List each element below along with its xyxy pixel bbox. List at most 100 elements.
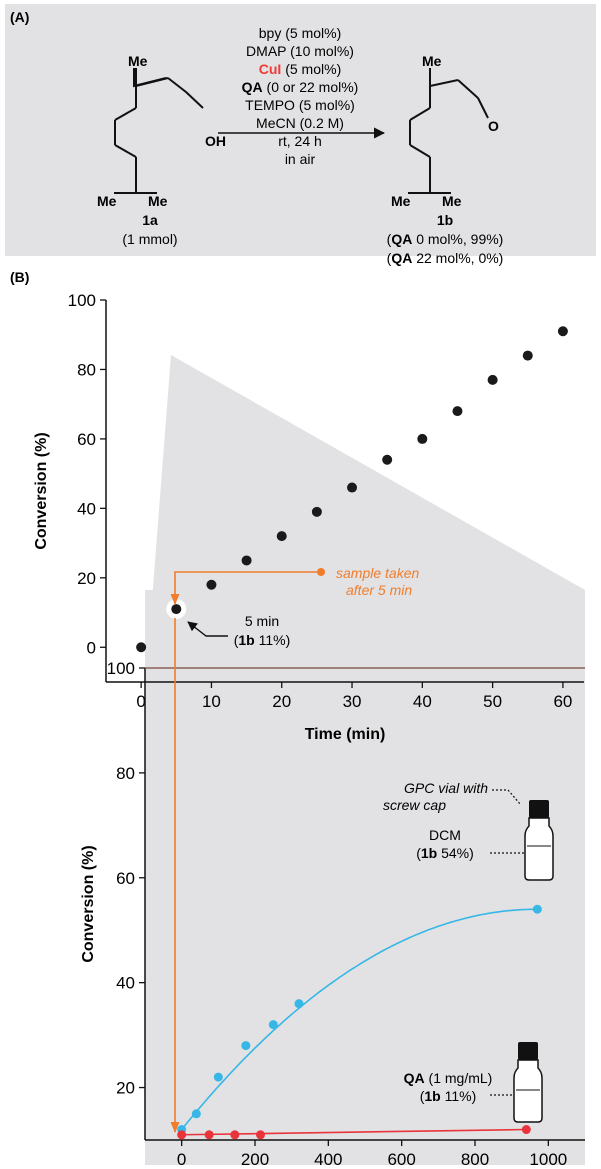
condition-line: in air — [285, 151, 316, 167]
data-point — [171, 604, 182, 615]
gpc-label-line1: GPC vial with — [404, 780, 488, 796]
data-point — [136, 642, 147, 653]
y-tick-label: 100 — [107, 659, 135, 678]
panel-a-label: (A) — [10, 9, 29, 25]
qa-label-text-part: QA — [404, 1070, 425, 1086]
x-tick-label: 0 — [136, 692, 145, 711]
y-tick-label: 80 — [116, 764, 135, 783]
sm-oh: OH — [205, 133, 226, 149]
product-yield-line-part: 0 mol%, 99%) — [412, 231, 503, 247]
prod-o: O — [488, 118, 499, 134]
dcm-yield-text-part: 1b — [421, 845, 437, 861]
y-axis-label: Conversion (%) — [33, 432, 50, 549]
x-tick-label: 20 — [272, 692, 291, 711]
vial-qa — [513, 1042, 543, 1123]
y-tick-label: 0 — [87, 638, 96, 657]
x-tick-label: 600 — [387, 1150, 415, 1169]
condition-line-part: bpy (5 mol%) — [259, 25, 341, 41]
data-point — [276, 531, 287, 542]
dcm-yield: (1b 54%) — [416, 845, 474, 861]
five-min-callout: 5 min (1b 11%) — [187, 613, 291, 648]
condition-line-part: CuI — [259, 61, 282, 77]
qa-yield-text-part: 1b — [424, 1088, 440, 1104]
zoom-funnel — [147, 355, 585, 665]
gpc-label-line2: screw cap — [383, 797, 446, 813]
dcm-point — [532, 904, 542, 914]
condition-line: TEMPO (5 mol%) — [245, 97, 355, 113]
panel-b-label: (B) — [10, 269, 29, 285]
data-point — [241, 555, 252, 566]
qa-label-text-part: (1 mg/mL) — [425, 1070, 493, 1086]
prod-me-left: Me — [391, 193, 411, 209]
sm-compound-id: 1a — [142, 212, 158, 228]
qa-point — [256, 1130, 265, 1140]
y-tick-label: 80 — [77, 360, 96, 379]
x-tick-label: 30 — [343, 692, 362, 711]
condition-line-part: DMAP (10 mol%) — [246, 43, 354, 59]
condition-line-part: MeCN (0.2 M) — [256, 115, 344, 131]
dcm-point — [213, 1072, 223, 1082]
data-point — [487, 374, 498, 385]
y-axis-label: Conversion (%) — [80, 845, 97, 962]
data-point — [382, 454, 393, 465]
qa-point — [521, 1125, 531, 1135]
five-min-arrow — [187, 621, 228, 637]
qa-point — [177, 1130, 187, 1140]
condition-line-part: (0 or 22 mol%) — [263, 79, 359, 95]
chart-bottom: 2040608010002004006008001000Time (min)Co… — [80, 659, 585, 1169]
qa-yield-text-part: ( — [420, 1088, 425, 1104]
sm-amount: (1 mmol) — [122, 231, 177, 247]
sm-me-right: Me — [148, 193, 168, 209]
product-yield-line: (QA 22 mol%, 0%) — [387, 250, 504, 266]
product-yield-line-part: QA — [391, 250, 412, 266]
product-yield-line-part: QA — [391, 231, 412, 247]
sample-callout-dot — [317, 568, 325, 576]
x-tick-label: 60 — [553, 692, 572, 711]
condition-line: DMAP (10 mol%) — [246, 43, 354, 59]
prod-me-top: Me — [422, 53, 442, 69]
sm-me-left: Me — [97, 193, 117, 209]
five-min-yield-text: (1b 11%) — [234, 632, 291, 648]
prod-me-right: Me — [442, 193, 462, 209]
condition-line-part: (5 mol%) — [281, 61, 341, 77]
y-tick-label: 40 — [77, 499, 96, 518]
five-min-yield: (1b 11%) — [234, 632, 291, 648]
condition-line: bpy (5 mol%) — [259, 25, 341, 41]
dcm-fit-line — [181, 908, 538, 1130]
dcm-yield-text: (1b 54%) — [416, 845, 474, 861]
starting-material-structure — [114, 68, 204, 194]
product-yields: (QA 0 mol%, 99%) (QA 22 mol%, 0%) — [387, 231, 504, 266]
condition-line: rt, 24 h — [278, 133, 322, 149]
reaction-conditions: bpy (5 mol%) DMAP (10 mol%) CuI (5 mol%) QA… — [242, 25, 359, 167]
dcm-point — [268, 1020, 278, 1030]
product-yield-line-part: 22 mol%, 0%) — [412, 250, 503, 266]
dcm-yield-text-part: 54%) — [437, 845, 474, 861]
condition-line: MeCN (0.2 M) — [256, 115, 344, 131]
sample-callout: sample taken after 5 min — [170, 565, 419, 1134]
data-point — [417, 433, 428, 444]
prod-compound-id: 1b — [437, 212, 453, 228]
panel-a-background — [5, 4, 596, 256]
vial-qa-body — [513, 1059, 543, 1123]
condition-line: CuI (5 mol%) — [259, 61, 341, 77]
y-tick-label: 60 — [116, 869, 135, 888]
y-tick-label: 20 — [77, 569, 96, 588]
dcm-label: DCM — [429, 827, 461, 843]
dcm-point — [191, 1109, 201, 1119]
five-min-label: 5 min — [245, 613, 279, 629]
qa-yield-text: (1b 11%) — [420, 1088, 477, 1104]
condition-line-part: TEMPO (5 mol%) — [245, 97, 355, 113]
product-yield-line: (QA 0 mol%, 99%) — [387, 231, 504, 247]
qa-point — [230, 1130, 240, 1140]
data-point — [557, 326, 568, 337]
x-tick-label: 0 — [177, 1150, 186, 1169]
dcm-point — [241, 1041, 251, 1051]
vial-dcm-body — [524, 817, 554, 881]
x-tick-label: 10 — [202, 692, 221, 711]
condition-line-part: QA — [242, 79, 263, 95]
qa-yield-text-part: 11%) — [441, 1088, 477, 1104]
dcm-yield-text-part: ( — [416, 845, 421, 861]
x-tick-label: 1000 — [529, 1150, 567, 1169]
vial-dcm-cap — [529, 800, 549, 818]
